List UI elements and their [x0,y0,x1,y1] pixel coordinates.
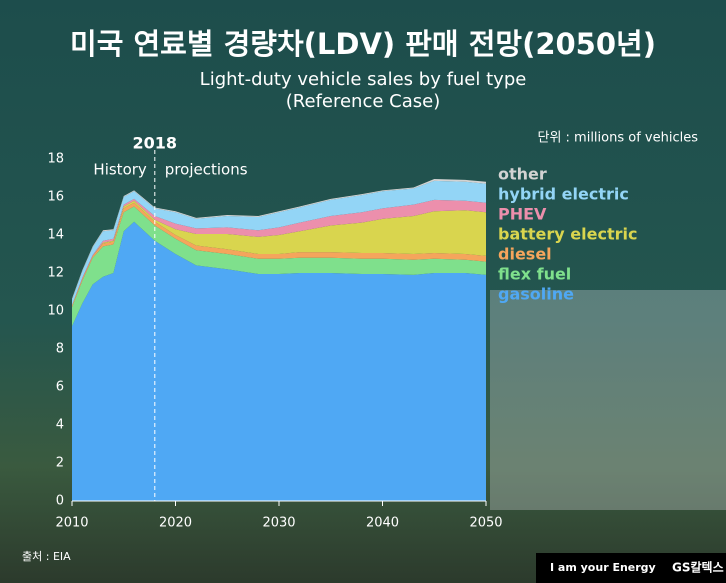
footer-slogan: I am your Energy [550,561,656,574]
y-tick-label: 10 [47,304,64,319]
source: 출처 : EIA [22,550,71,563]
area [72,221,486,501]
area [72,202,486,308]
legend-label: other [498,165,547,184]
x-tick-label: 2020 [159,516,192,531]
area [72,200,486,306]
unit-note: 단위 : millions of vehicles [537,131,698,146]
legend-label: flex fuel [498,265,571,284]
area [72,198,486,306]
y-tick-label: 6 [56,380,64,395]
chart-subtitle: (Reference Case) [286,91,440,112]
legend-label: gasoline [498,285,574,304]
y-tick-label: 18 [47,152,64,167]
legend-label: PHEV [498,205,547,224]
annotation: History [93,161,146,179]
divider-label: 2018 [133,134,178,153]
y-tick-label: 4 [56,418,64,433]
y-tick-label: 12 [47,266,64,281]
area [72,180,486,306]
x-tick-label: 2040 [366,516,399,531]
legend-label: hybrid electric [498,185,629,204]
x-tick-label: 2050 [469,516,502,531]
footer-brand: GS칼텍스 [672,560,724,575]
chart-title: 미국 연료별 경량차(LDV) 판매 전망(2050년) [70,27,656,61]
y-tick-label: 14 [47,228,64,243]
annotation: projections [165,161,248,179]
truck-backdrop [490,290,726,510]
footer-bar [536,553,726,583]
y-tick-label: 8 [56,342,64,357]
legend-label: diesel [498,245,552,264]
area [72,206,486,327]
x-tick-label: 2030 [262,516,295,531]
y-tick-label: 0 [56,494,64,509]
legend-label: battery electric [498,225,637,244]
y-tick-label: 16 [47,190,64,205]
chart-subtitle: Light-duty vehicle sales by fuel type [200,69,527,90]
x-tick-label: 2010 [55,516,88,531]
y-tick-label: 2 [56,456,64,471]
